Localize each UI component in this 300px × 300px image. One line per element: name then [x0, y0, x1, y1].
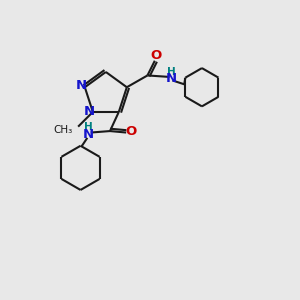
Text: H: H	[83, 122, 92, 132]
Text: N: N	[165, 72, 177, 85]
Text: N: N	[76, 79, 87, 92]
Text: O: O	[151, 49, 162, 62]
Text: CH₃: CH₃	[54, 124, 73, 135]
Text: O: O	[126, 124, 137, 138]
Text: N: N	[83, 105, 94, 119]
Text: N: N	[82, 128, 94, 140]
Text: H: H	[167, 67, 176, 76]
